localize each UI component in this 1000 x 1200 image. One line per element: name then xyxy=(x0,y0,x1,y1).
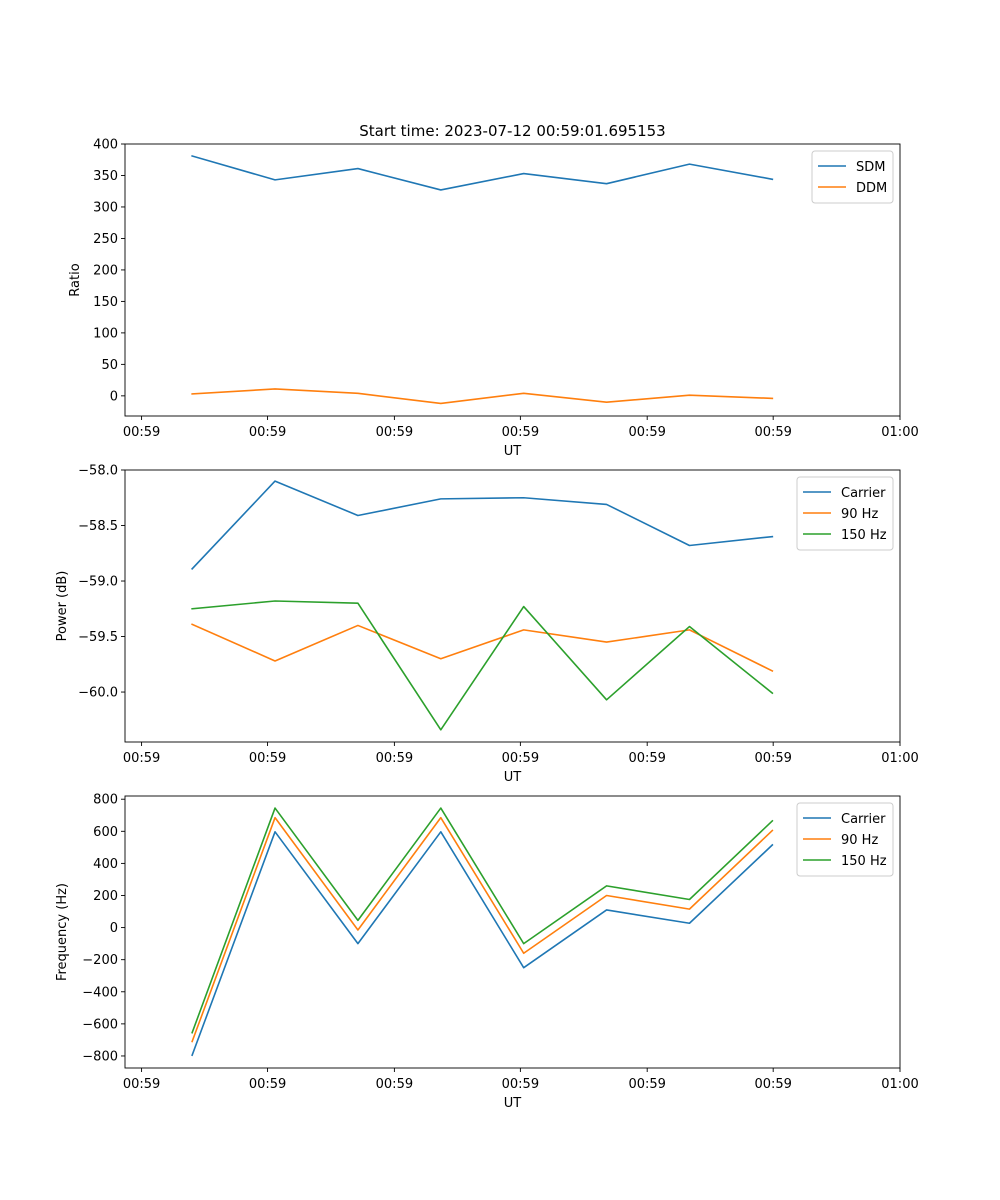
x-tick-label-frequency-2: 00:59 xyxy=(376,1077,413,1092)
legend-box-ratio xyxy=(811,150,894,204)
y-tick-label-frequency-1: −600 xyxy=(82,1017,118,1032)
y-tick-label-frequency-5: 200 xyxy=(93,889,118,904)
y-tick-label-power-3: −58.5 xyxy=(78,519,118,534)
axes-frame-ratio xyxy=(124,143,901,417)
y-tick-label-ratio-8: 400 xyxy=(93,138,118,153)
legend-label-frequency-2: 150 Hz xyxy=(841,854,887,869)
legend-label-ratio-1: DDM xyxy=(856,181,887,196)
x-tick-label-ratio-2: 00:59 xyxy=(376,425,413,440)
legend-power: Carrier 90 Hz 150 Hz xyxy=(796,476,894,551)
series-line-ratio-0 xyxy=(191,154,774,191)
y-tick-label-power-4: −58.0 xyxy=(78,464,118,479)
x-tick-label-ratio-6: 01:00 xyxy=(881,425,918,440)
y-axis-label-power: Power (dB) xyxy=(55,571,70,642)
x-tick-label-power-2: 00:59 xyxy=(376,751,413,766)
x-tick-label-frequency-1: 00:59 xyxy=(249,1077,286,1092)
x-tick-label-power-3: 00:59 xyxy=(502,751,539,766)
x-tick-label-frequency-3: 00:59 xyxy=(502,1077,539,1092)
legend-label-frequency-1: 90 Hz xyxy=(841,833,878,848)
y-tick-label-frequency-8: 800 xyxy=(93,793,118,808)
legend-box-frequency xyxy=(796,802,894,877)
x-tick-label-ratio-5: 00:59 xyxy=(754,425,791,440)
x-tick-label-ratio-0: 00:59 xyxy=(123,425,160,440)
legend-label-power-0: Carrier xyxy=(841,486,886,501)
x-tick-label-ratio-3: 00:59 xyxy=(502,425,539,440)
series-line-power-0 xyxy=(191,480,774,570)
x-tick-label-power-5: 00:59 xyxy=(754,751,791,766)
x-tick-label-frequency-0: 00:59 xyxy=(123,1077,160,1092)
series-line-frequency-0 xyxy=(191,830,774,1057)
x-tick-label-ratio-1: 00:59 xyxy=(249,425,286,440)
series-line-power-1 xyxy=(191,623,774,673)
y-tick-label-ratio-5: 250 xyxy=(93,232,118,247)
x-tick-label-frequency-4: 00:59 xyxy=(628,1077,665,1092)
series-line-frequency-2 xyxy=(191,807,774,1034)
y-tick-label-frequency-4: 0 xyxy=(110,921,118,936)
legend-box-power xyxy=(796,476,894,551)
legend-label-power-2: 150 Hz xyxy=(841,528,887,543)
legend-label-frequency-0: Carrier xyxy=(841,812,886,827)
x-tick-label-power-4: 00:59 xyxy=(628,751,665,766)
legend-frequency: Carrier 90 Hz 150 Hz xyxy=(796,802,894,877)
y-tick-label-power-2: −59.0 xyxy=(78,575,118,590)
y-tick-label-frequency-7: 600 xyxy=(93,825,118,840)
legend-ratio: SDM DDM xyxy=(811,150,894,204)
series-line-frequency-1 xyxy=(191,816,774,1043)
y-tick-label-ratio-4: 200 xyxy=(93,263,118,278)
chart-ratio: 0 50 100 150 200 250 300 350 400 00:59 00:59 00:59 0… xyxy=(68,138,919,460)
y-tick-label-ratio-6: 300 xyxy=(93,200,118,215)
chart-frequency: −800 −600 −400 −200 0 200 400 600 800 00:59 00:59 0… xyxy=(55,793,919,1111)
y-tick-label-ratio-2: 100 xyxy=(93,326,118,341)
series-line-ratio-1 xyxy=(191,388,774,405)
legend-label-power-1: 90 Hz xyxy=(841,507,878,522)
y-tick-label-ratio-1: 50 xyxy=(101,358,118,373)
y-tick-label-frequency-6: 400 xyxy=(93,857,118,872)
y-tick-label-ratio-0: 0 xyxy=(110,389,118,404)
legend-label-ratio-0: SDM xyxy=(856,160,885,175)
y-tick-label-frequency-0: −800 xyxy=(82,1049,118,1064)
x-axis-label-ratio: UT xyxy=(504,444,522,459)
x-axis-label-power: UT xyxy=(504,770,522,785)
y-axis-label-frequency: Frequency (Hz) xyxy=(55,883,70,981)
y-tick-label-power-1: −59.5 xyxy=(78,630,118,645)
y-axis-label-ratio: Ratio xyxy=(68,263,83,296)
x-tick-label-ratio-4: 00:59 xyxy=(628,425,665,440)
figure-title: Start time: 2023-07-12 00:59:01.695153 xyxy=(359,122,665,140)
axes-frame-frequency xyxy=(124,795,901,1069)
x-tick-label-power-0: 00:59 xyxy=(123,751,160,766)
y-tick-label-ratio-3: 150 xyxy=(93,295,118,310)
series-line-power-2 xyxy=(191,600,774,731)
x-tick-label-power-1: 00:59 xyxy=(249,751,286,766)
x-tick-label-power-6: 01:00 xyxy=(881,751,918,766)
x-tick-label-frequency-5: 00:59 xyxy=(754,1077,791,1092)
y-tick-label-power-0: −60.0 xyxy=(78,686,118,701)
chart-power: −60.0 −59.5 −59.0 −58.5 −58.0 00:59 00:59 00:59… xyxy=(55,464,919,786)
y-tick-label-frequency-2: −400 xyxy=(82,985,118,1000)
axes-frame-power xyxy=(124,469,901,743)
x-axis-label-frequency: UT xyxy=(504,1096,522,1111)
y-tick-label-ratio-7: 350 xyxy=(93,169,118,184)
y-tick-label-frequency-3: −200 xyxy=(82,953,118,968)
x-tick-label-frequency-6: 01:00 xyxy=(881,1077,918,1092)
